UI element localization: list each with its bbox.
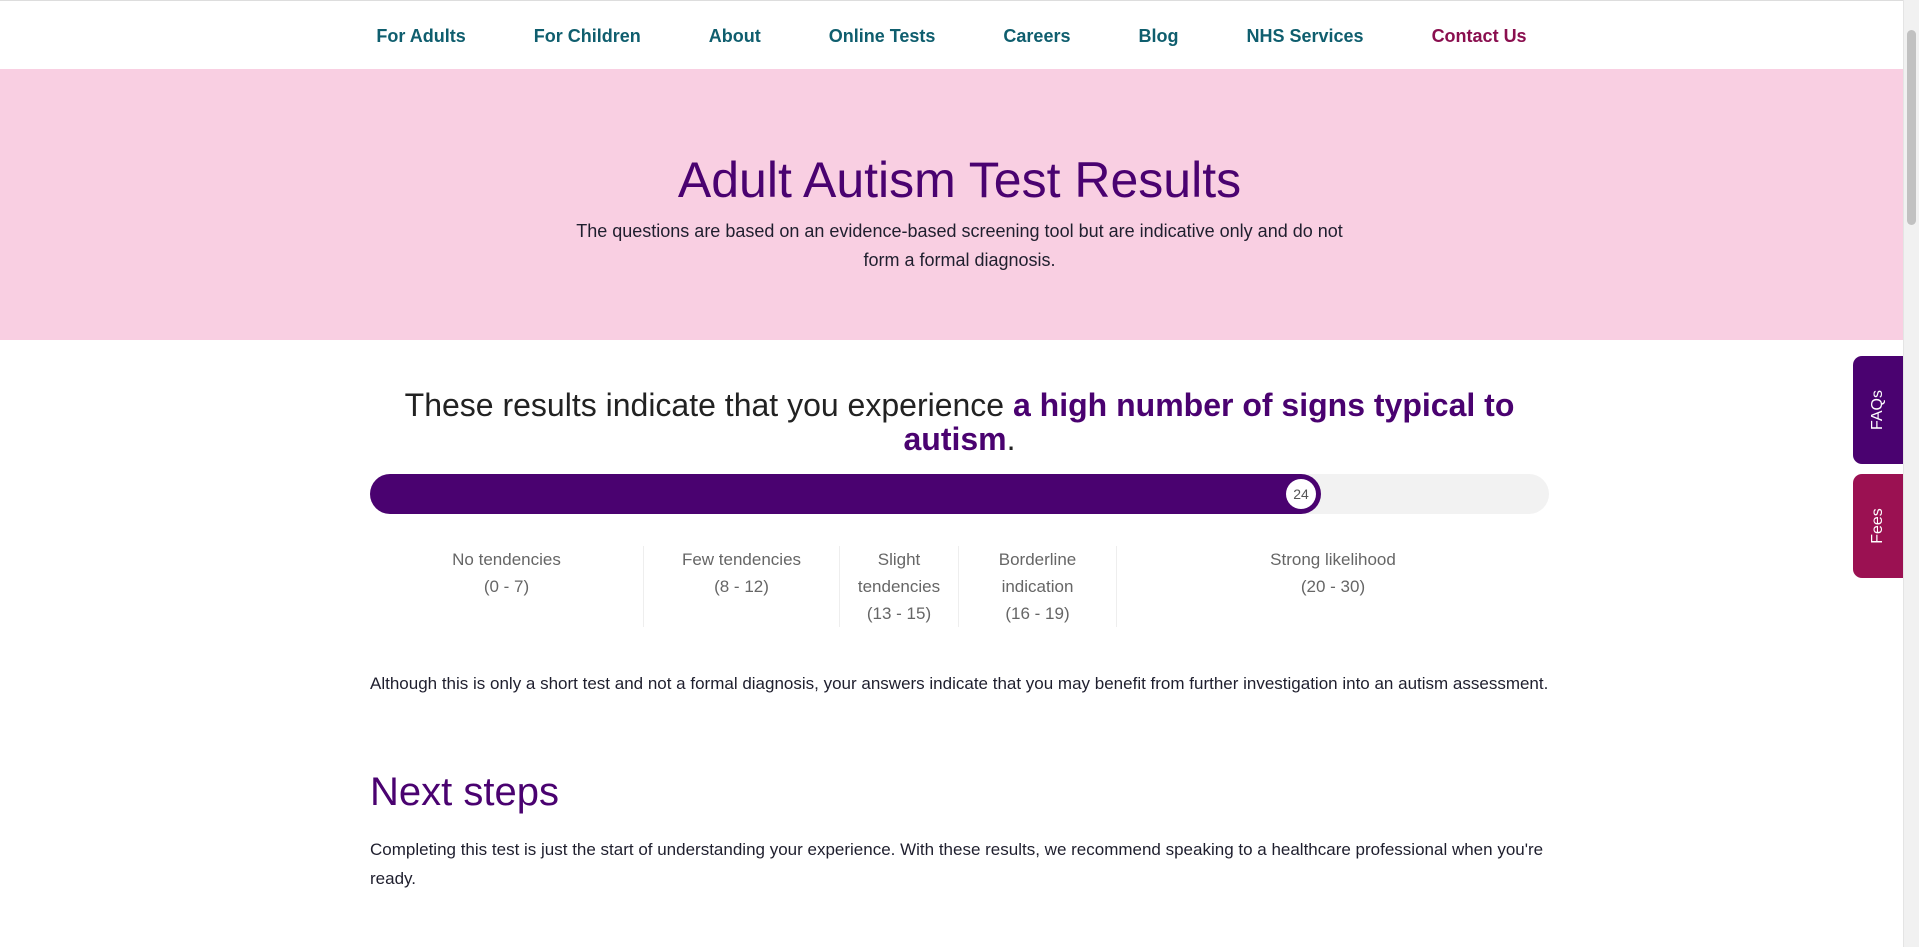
range-values: (0 - 7) [483, 577, 530, 596]
fees-tab[interactable]: Fees [1853, 474, 1903, 578]
score-ranges: No tendencies (0 - 7) Few tendencies (8 - … [370, 546, 1549, 627]
range-values: (16 - 19) [1005, 604, 1070, 623]
headline-highlight: a high number of signs typical to autism [903, 387, 1515, 457]
nav-careers[interactable]: Careers [1003, 26, 1071, 46]
nav-nhs-services[interactable]: NHS Services [1246, 26, 1364, 46]
headline-prefix: These results indicate that you experien… [404, 387, 1013, 423]
nav-about[interactable]: About [708, 26, 761, 46]
score-progress-bar: 24 [370, 474, 1549, 514]
range-label: Few tendencies [681, 550, 802, 569]
next-steps-heading: Next steps [370, 770, 559, 814]
score-marker: 24 [1286, 479, 1316, 509]
main-nav: For Adults For Children About Online Tes… [0, 4, 1919, 69]
hero-banner: Adult Autism Test Results The questions … [0, 69, 1919, 340]
nav-for-adults[interactable]: For Adults [376, 26, 466, 46]
range-label: Slight tendencies [857, 550, 941, 596]
nav-contact-us[interactable]: Contact Us [1431, 26, 1527, 46]
scrollbar[interactable] [1903, 0, 1919, 947]
range-slight-tendencies: Slight tendencies (13 - 15) [840, 546, 959, 627]
results-section: These results indicate that you experien… [370, 340, 1549, 893]
range-few-tendencies: Few tendencies (8 - 12) [644, 546, 840, 627]
range-no-tendencies: No tendencies (0 - 7) [370, 546, 644, 627]
top-border [0, 0, 1919, 4]
faqs-tab[interactable]: FAQs [1853, 356, 1903, 464]
result-headline: These results indicate that you experien… [370, 388, 1549, 456]
range-label: No tendencies [452, 550, 561, 569]
hero-subtitle: The questions are based on an evidence-b… [576, 221, 1343, 270]
scrollbar-thumb[interactable] [1907, 30, 1916, 225]
next-steps-text: Completing this test is just the start o… [370, 840, 1544, 888]
result-explanation: Although this is only a short test and n… [370, 674, 1549, 693]
range-values: (13 - 15) [866, 604, 932, 623]
score-progress-fill [370, 474, 1321, 514]
page-title: Adult Autism Test Results [677, 152, 1242, 208]
fees-label: Fees [1868, 508, 1886, 544]
faqs-label: FAQs [1868, 389, 1886, 431]
nav-for-children[interactable]: For Children [533, 26, 641, 46]
range-values: (20 - 30) [1300, 577, 1366, 596]
range-strong-likelihood: Strong likelihood (20 - 30) [1117, 546, 1549, 627]
range-values: (8 - 12) [714, 577, 769, 596]
nav-blog[interactable]: Blog [1138, 26, 1179, 46]
range-borderline: Borderline indication (16 - 19) [959, 546, 1117, 627]
range-label: Borderline indication [998, 550, 1077, 596]
nav-online-tests[interactable]: Online Tests [828, 26, 936, 46]
headline-suffix: . [1006, 421, 1016, 457]
range-label: Strong likelihood [1270, 550, 1396, 569]
